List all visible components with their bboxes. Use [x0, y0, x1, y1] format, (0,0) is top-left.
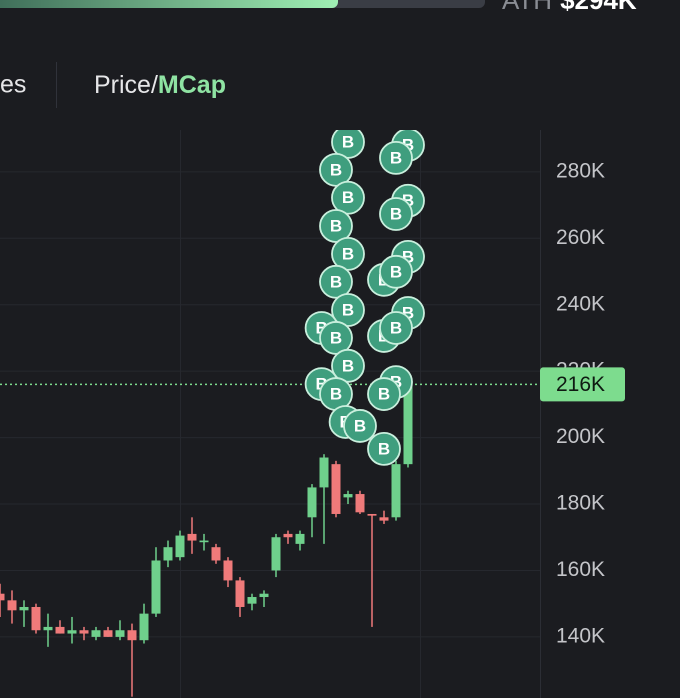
buy-marker	[379, 311, 413, 345]
buy-marker	[343, 409, 377, 443]
buy-marker	[331, 293, 365, 327]
candle-body	[331, 464, 341, 514]
candle-body	[43, 626, 53, 631]
y-tick-label: 140K	[556, 624, 605, 647]
candle-body	[31, 606, 41, 631]
y-axis: 140K160K180K200K220K240K260K280K216K	[540, 159, 625, 647]
candle-body	[211, 547, 221, 561]
buy-marker-label: B	[330, 385, 342, 404]
candle-body	[0, 593, 5, 601]
candle-body	[67, 630, 77, 634]
y-tick-label: 240K	[556, 292, 605, 315]
buy-marker-label: B	[342, 356, 354, 375]
candle-body	[55, 626, 65, 634]
price-mcap-toggle[interactable]: Price/MCap	[94, 71, 226, 99]
candle-body	[199, 540, 209, 543]
candle-body	[91, 630, 101, 637]
y-tick-label: 200K	[556, 425, 605, 448]
candle-body	[79, 630, 89, 634]
buy-marker	[331, 130, 365, 159]
toggle-mcap[interactable]: MCap	[158, 71, 226, 99]
candle-body	[343, 494, 353, 498]
buy-marker	[367, 431, 401, 466]
plot: BBBBBBBBBBBBBBBBBBBBBBBBBBB	[0, 130, 540, 697]
ath-value: $294K	[560, 0, 637, 15]
buy-marker	[319, 152, 353, 187]
buy-marker	[379, 197, 413, 231]
y-tick-label: 180K	[556, 492, 605, 515]
candle-body	[139, 613, 149, 641]
candle-body	[115, 630, 125, 637]
y-tick-label: 280K	[556, 159, 605, 182]
ath: ATH $294K	[502, 0, 637, 15]
buy-marker-label: B	[390, 205, 402, 224]
buy-marker	[367, 377, 401, 411]
candle-body	[175, 535, 185, 558]
toggle-price[interactable]: Price/	[94, 71, 158, 99]
buy-marker	[319, 264, 353, 299]
buy-marker	[331, 348, 365, 383]
candle-body	[367, 513, 377, 516]
candle-body	[307, 487, 317, 518]
candle-body	[223, 560, 233, 581]
buy-marker	[331, 236, 365, 271]
buy-marker-label: B	[390, 262, 402, 281]
progress-fill	[0, 0, 338, 8]
candle-body	[151, 560, 161, 614]
y-tick-label: 260K	[556, 226, 605, 249]
buy-marker-label: B	[378, 385, 390, 404]
candle-body	[103, 630, 113, 637]
candle-body	[271, 537, 281, 571]
candle-body	[259, 593, 269, 598]
candle-body	[391, 464, 401, 518]
candle-body	[19, 606, 29, 611]
y-tick-label: 160K	[556, 558, 605, 581]
buy-marker-label: B	[330, 272, 342, 291]
buy-marker	[379, 254, 413, 289]
buy-marker-label: B	[342, 301, 354, 320]
tab[interactable]: es	[0, 71, 26, 99]
buy-marker	[319, 209, 353, 243]
current-price-badge	[540, 367, 625, 402]
candle-body	[403, 384, 413, 465]
current-price-label: 216K	[556, 373, 605, 396]
buy-marker-label: B	[342, 188, 354, 207]
buy-marker-label: B	[390, 318, 402, 337]
buy-marker-label: B	[330, 160, 342, 179]
buy-marker	[331, 180, 365, 215]
buy-marker-label: B	[330, 328, 342, 347]
buy-marker-label: B	[390, 148, 402, 167]
candle-body	[7, 600, 17, 611]
buy-marker-label: B	[378, 439, 390, 458]
candle-body	[379, 517, 389, 521]
buy-marker	[379, 141, 413, 175]
candle-body	[319, 457, 329, 488]
buy-marker	[319, 321, 353, 355]
ath-label: ATH	[502, 0, 552, 15]
candle-body	[235, 580, 245, 607]
candle-body	[247, 597, 257, 604]
grid	[0, 130, 540, 698]
candle-body	[355, 494, 365, 513]
candle-body	[127, 630, 137, 641]
candle-body	[295, 533, 305, 544]
candle-body	[283, 533, 293, 538]
buy-marker-label: B	[342, 244, 354, 263]
buy-marker-label: B	[354, 416, 366, 435]
candle-body	[187, 533, 197, 541]
buy-marker-label: B	[342, 132, 354, 151]
buy-marker-label: B	[330, 216, 342, 235]
candle-body	[163, 547, 173, 561]
